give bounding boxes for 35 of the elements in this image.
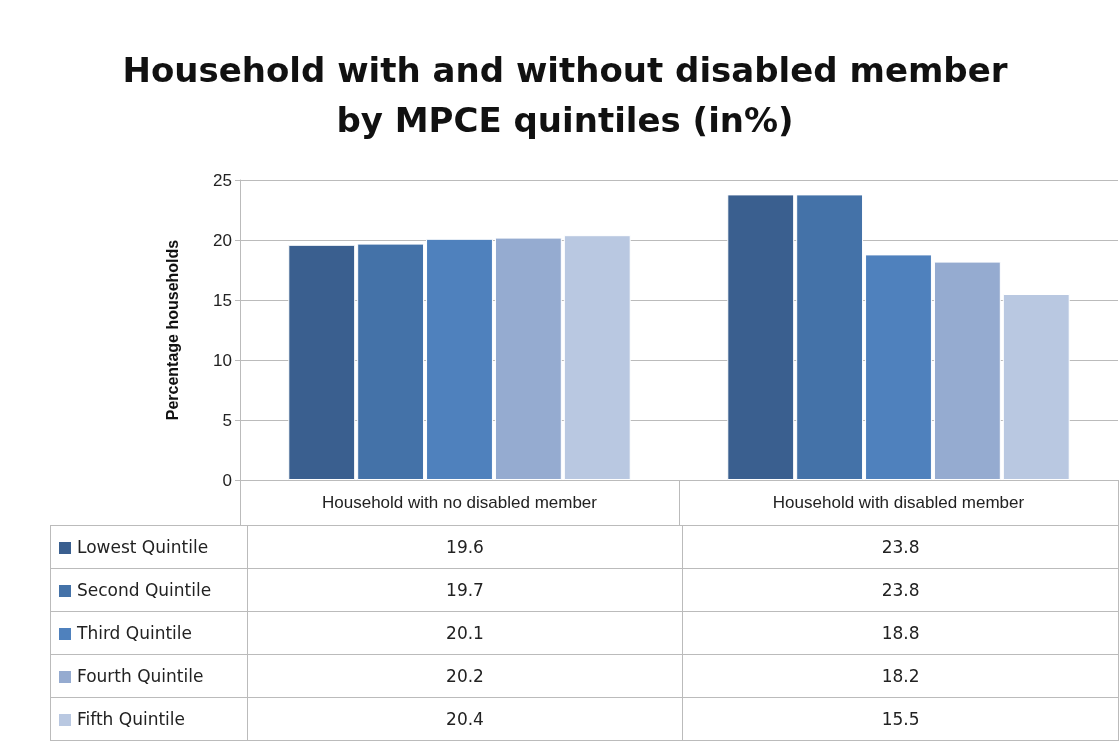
bar xyxy=(727,194,795,480)
data-label: 20.1 xyxy=(247,611,683,655)
data-label: 15.5 xyxy=(682,697,1119,741)
bar xyxy=(357,243,425,480)
x-tick-label: Household with no disabled member xyxy=(322,493,598,512)
legend-label: Fourth Quintile xyxy=(50,654,248,698)
bar xyxy=(933,261,1001,480)
legend-label: Second Quintile xyxy=(50,568,248,612)
data-label: 18.2 xyxy=(682,654,1119,698)
y-axis-title: Percentage households xyxy=(163,239,181,421)
legend-label: Lowest Quintile xyxy=(50,525,248,569)
data-label: 19.7 xyxy=(247,568,683,612)
legend-label: Fifth Quintile xyxy=(50,697,248,741)
y-tick-label: 5 xyxy=(222,410,232,430)
bar xyxy=(796,194,864,480)
legend-label: Third Quintile xyxy=(50,611,248,655)
data-label: 20.4 xyxy=(247,697,683,741)
y-tick-label: 20 xyxy=(213,230,232,250)
bar xyxy=(563,235,631,480)
data-label: 23.8 xyxy=(682,568,1119,612)
data-label: 23.8 xyxy=(682,525,1119,569)
data-label: 19.6 xyxy=(247,525,683,569)
bar xyxy=(1002,294,1070,480)
y-tick-label: 15 xyxy=(213,290,232,310)
data-label: 18.8 xyxy=(682,611,1119,655)
chart-title: Household with and without disabled member by MPCE quintiles (in%) xyxy=(122,50,1008,140)
bar xyxy=(494,237,562,480)
y-tick-label: 10 xyxy=(213,350,232,370)
y-tick-label: 0 xyxy=(222,470,232,490)
bar xyxy=(426,238,493,480)
x-tick-label: Household with disabled member xyxy=(772,493,1025,512)
data-label: 20.2 xyxy=(247,654,683,698)
y-tick-label: 25 xyxy=(213,170,232,190)
bar xyxy=(288,244,356,480)
bar xyxy=(865,254,932,480)
